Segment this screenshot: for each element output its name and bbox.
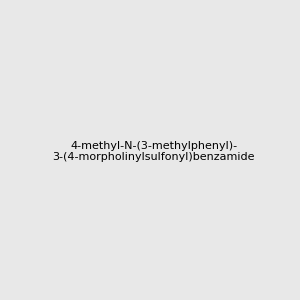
Text: 4-methyl-N-(3-methylphenyl)-
3-(4-morpholinylsulfonyl)benzamide: 4-methyl-N-(3-methylphenyl)- 3-(4-morpho… xyxy=(52,141,255,162)
